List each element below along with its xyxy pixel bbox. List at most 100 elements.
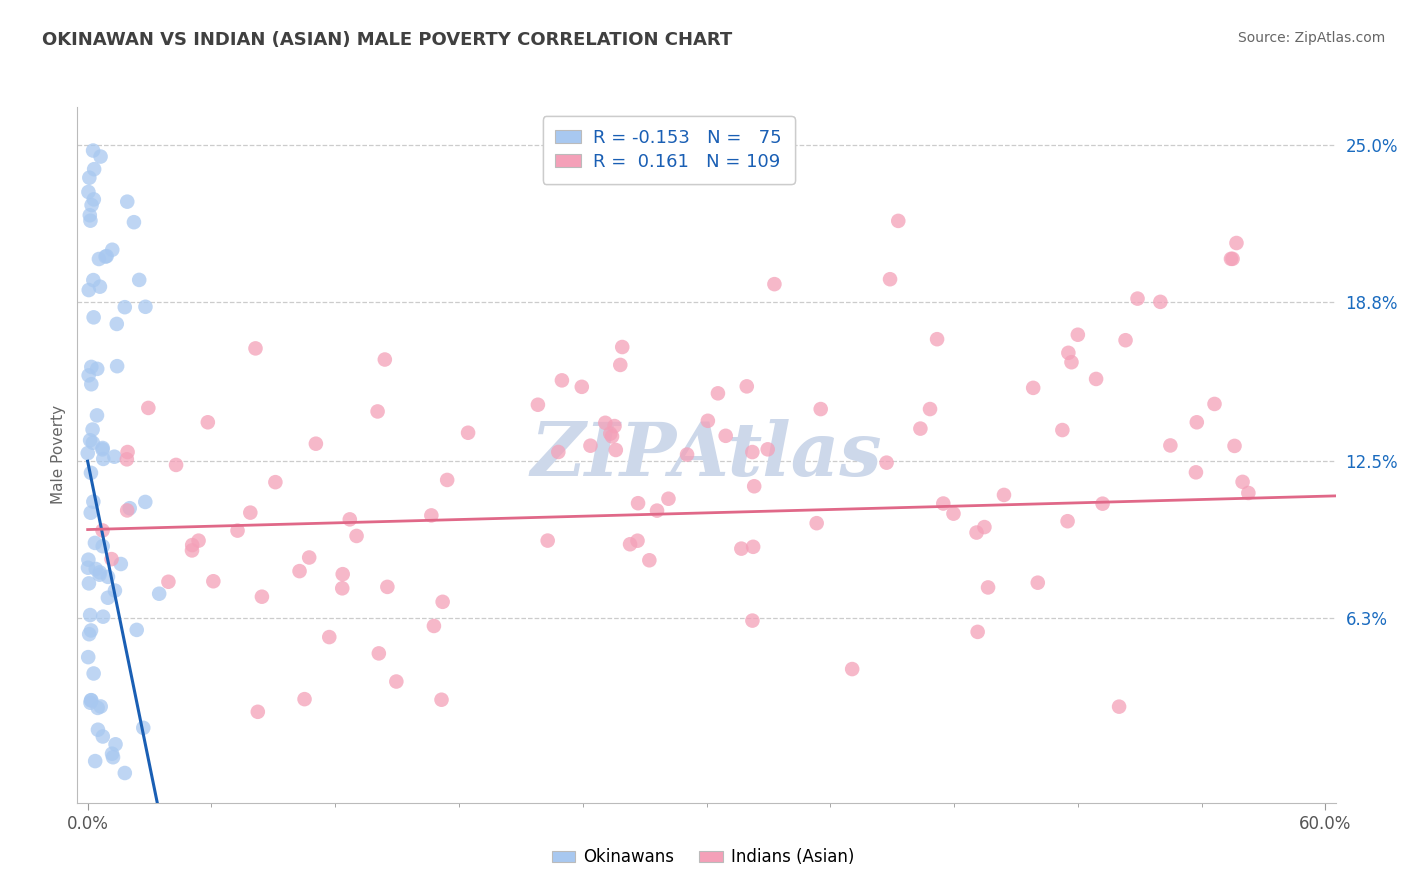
Point xyxy=(80,198,103,212)
Point xyxy=(1237,486,1260,500)
Point xyxy=(101,243,124,257)
Point xyxy=(82,494,104,508)
Point xyxy=(105,359,128,374)
Point xyxy=(714,429,737,443)
Point xyxy=(609,358,631,372)
Text: Source: ZipAtlas.com: Source: ZipAtlas.com xyxy=(1237,31,1385,45)
Point xyxy=(806,516,828,531)
Point xyxy=(810,402,832,417)
Point xyxy=(114,300,136,314)
Point xyxy=(1056,514,1078,528)
Point xyxy=(887,214,910,228)
Point xyxy=(80,359,103,374)
Point xyxy=(925,332,948,346)
Point xyxy=(305,436,328,450)
Point xyxy=(527,398,550,412)
Point xyxy=(138,401,160,415)
Point xyxy=(83,162,105,177)
Point xyxy=(100,552,122,566)
Point xyxy=(77,185,100,199)
Point xyxy=(79,696,101,710)
Point xyxy=(457,425,479,440)
Point xyxy=(84,562,107,576)
Point xyxy=(239,506,262,520)
Point xyxy=(97,570,120,584)
Point xyxy=(1085,372,1108,386)
Point xyxy=(707,386,730,401)
Point xyxy=(1225,235,1247,250)
Point xyxy=(77,560,100,574)
Point xyxy=(148,587,170,601)
Point xyxy=(91,524,114,538)
Point xyxy=(80,506,103,520)
Point xyxy=(157,574,180,589)
Point xyxy=(89,567,111,582)
Point xyxy=(551,373,574,387)
Point xyxy=(91,609,114,624)
Point xyxy=(346,529,368,543)
Point xyxy=(599,426,621,441)
Point xyxy=(537,533,560,548)
Point xyxy=(202,574,225,589)
Point xyxy=(110,557,132,571)
Point xyxy=(626,533,648,548)
Point xyxy=(226,524,249,538)
Point xyxy=(377,580,399,594)
Point xyxy=(197,415,219,429)
Point xyxy=(117,445,139,459)
Point xyxy=(367,646,389,660)
Point xyxy=(96,249,118,263)
Point xyxy=(910,422,932,436)
Point xyxy=(1115,333,1137,347)
Point xyxy=(1185,415,1208,429)
Point xyxy=(77,368,100,383)
Point xyxy=(264,475,287,490)
Point xyxy=(619,537,641,551)
Point xyxy=(339,512,361,526)
Point xyxy=(1222,252,1244,266)
Point xyxy=(1060,355,1083,369)
Point xyxy=(579,439,602,453)
Point xyxy=(181,543,204,558)
Point xyxy=(645,503,668,517)
Point xyxy=(84,754,107,768)
Point xyxy=(1126,292,1149,306)
Point xyxy=(420,508,443,523)
Point xyxy=(79,608,101,623)
Point xyxy=(250,590,273,604)
Point xyxy=(104,583,127,598)
Point xyxy=(82,435,104,450)
Point xyxy=(79,208,101,222)
Point xyxy=(605,442,627,457)
Point xyxy=(288,564,311,578)
Point xyxy=(942,507,965,521)
Point xyxy=(89,279,111,293)
Point xyxy=(1057,346,1080,360)
Point xyxy=(125,623,148,637)
Point xyxy=(104,737,127,751)
Point xyxy=(696,414,718,428)
Point xyxy=(79,170,101,185)
Y-axis label: Male Poverty: Male Poverty xyxy=(51,405,66,505)
Point xyxy=(1149,294,1171,309)
Point xyxy=(82,273,104,287)
Point xyxy=(657,491,679,506)
Text: ZIPAtlas: ZIPAtlas xyxy=(530,418,883,491)
Point xyxy=(91,539,114,553)
Point xyxy=(367,404,389,418)
Point xyxy=(318,630,340,644)
Point xyxy=(430,692,453,706)
Point xyxy=(91,442,114,457)
Point xyxy=(595,416,617,430)
Point xyxy=(571,380,593,394)
Point xyxy=(246,705,269,719)
Point xyxy=(756,442,779,457)
Point xyxy=(80,377,103,392)
Point xyxy=(115,452,138,467)
Point xyxy=(385,674,408,689)
Point xyxy=(87,723,110,737)
Point xyxy=(1232,475,1254,489)
Point xyxy=(128,273,150,287)
Point xyxy=(80,693,103,707)
Point xyxy=(86,701,108,715)
